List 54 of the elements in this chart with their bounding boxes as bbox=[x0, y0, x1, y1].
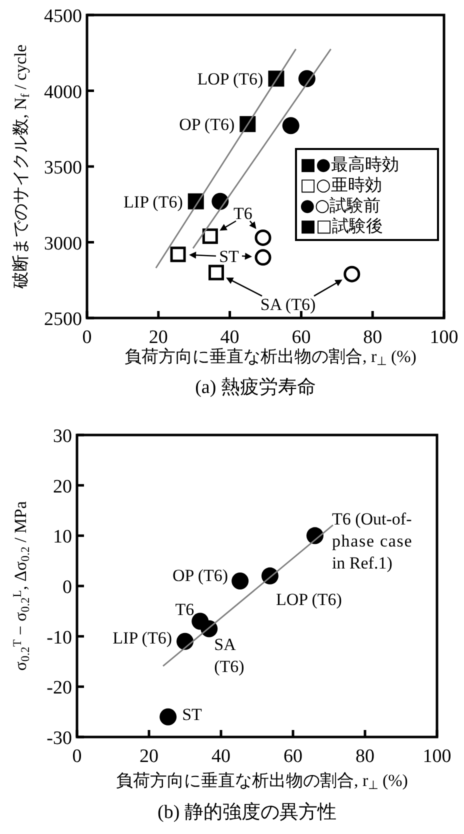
point bbox=[232, 572, 249, 590]
x-tick-label: 20 bbox=[140, 746, 158, 767]
y-tick-label: 2500 bbox=[44, 309, 82, 330]
annotation: SA (T6) bbox=[260, 294, 316, 314]
annotation: ST bbox=[219, 246, 240, 266]
y-tick-label: 3500 bbox=[44, 158, 82, 178]
y-tick-label: 20 bbox=[53, 476, 72, 498]
annotation: ■□試験後 bbox=[300, 216, 384, 236]
x-axis-title: 負荷方向に垂直な析出物の割合, r$_{⊥}$ (%) bbox=[124, 347, 416, 368]
point bbox=[254, 249, 272, 266]
point bbox=[160, 708, 177, 726]
annotation: □○亜時効 bbox=[300, 176, 382, 196]
x-tick-label: 40 bbox=[220, 327, 240, 348]
x-tick-label: 60 bbox=[292, 327, 311, 348]
text: (b) 静的強度の異方性 bbox=[158, 801, 336, 823]
point bbox=[212, 192, 229, 210]
annotation: OP (T6) bbox=[179, 114, 235, 134]
annotation: ST bbox=[182, 704, 203, 724]
point bbox=[170, 246, 186, 262]
point bbox=[202, 228, 218, 244]
point bbox=[344, 266, 360, 282]
point bbox=[176, 632, 194, 650]
x-tick-label: 100 bbox=[422, 746, 452, 767]
point bbox=[282, 117, 300, 134]
y-tick-label: 30 bbox=[53, 426, 72, 447]
point bbox=[208, 264, 224, 280]
x-tick-label: 40 bbox=[212, 746, 230, 767]
y-tick-label: -30 bbox=[46, 728, 72, 749]
y-tick-label: 0 bbox=[62, 577, 72, 598]
annotation: T6 bbox=[234, 204, 252, 222]
annotation: OP (T6) bbox=[172, 565, 228, 584]
annotation: T6 (Out-of-phase case in Ref.1) bbox=[332, 509, 412, 572]
x-tick-label: 100 bbox=[430, 327, 458, 348]
annotation: LIP (T6) bbox=[112, 628, 172, 647]
annotation: SA (T6) bbox=[214, 634, 244, 676]
annotation: T6 bbox=[175, 600, 194, 619]
x-axis-title: 負荷方向に垂直な析出物の割合, r$_{⊥}$ (%) bbox=[116, 771, 408, 792]
y-tick-label: -10 bbox=[46, 627, 72, 648]
annotation: LOP (T6) bbox=[197, 69, 264, 88]
y-tick-label: 3000 bbox=[44, 233, 82, 254]
annotation: LIP (T6) bbox=[124, 192, 183, 211]
x-tick-label: 20 bbox=[148, 327, 168, 348]
x-tick-label: 60 bbox=[284, 746, 302, 767]
annotation: LOP (T6) bbox=[276, 589, 342, 608]
x-tick-label: 80 bbox=[356, 746, 374, 767]
y-tick-label: 4500 bbox=[44, 6, 82, 27]
x-tick-label: 80 bbox=[363, 327, 382, 348]
y-tick-label: 10 bbox=[53, 526, 72, 548]
point bbox=[254, 229, 272, 246]
y-tick-label: 4000 bbox=[44, 82, 82, 103]
y-tick-label: -20 bbox=[46, 678, 72, 699]
annotation: ●○試験前 bbox=[300, 196, 381, 216]
annotation: ■●最高時効 bbox=[300, 155, 399, 175]
text: (a) 熱疲労寿命 bbox=[195, 377, 316, 398]
